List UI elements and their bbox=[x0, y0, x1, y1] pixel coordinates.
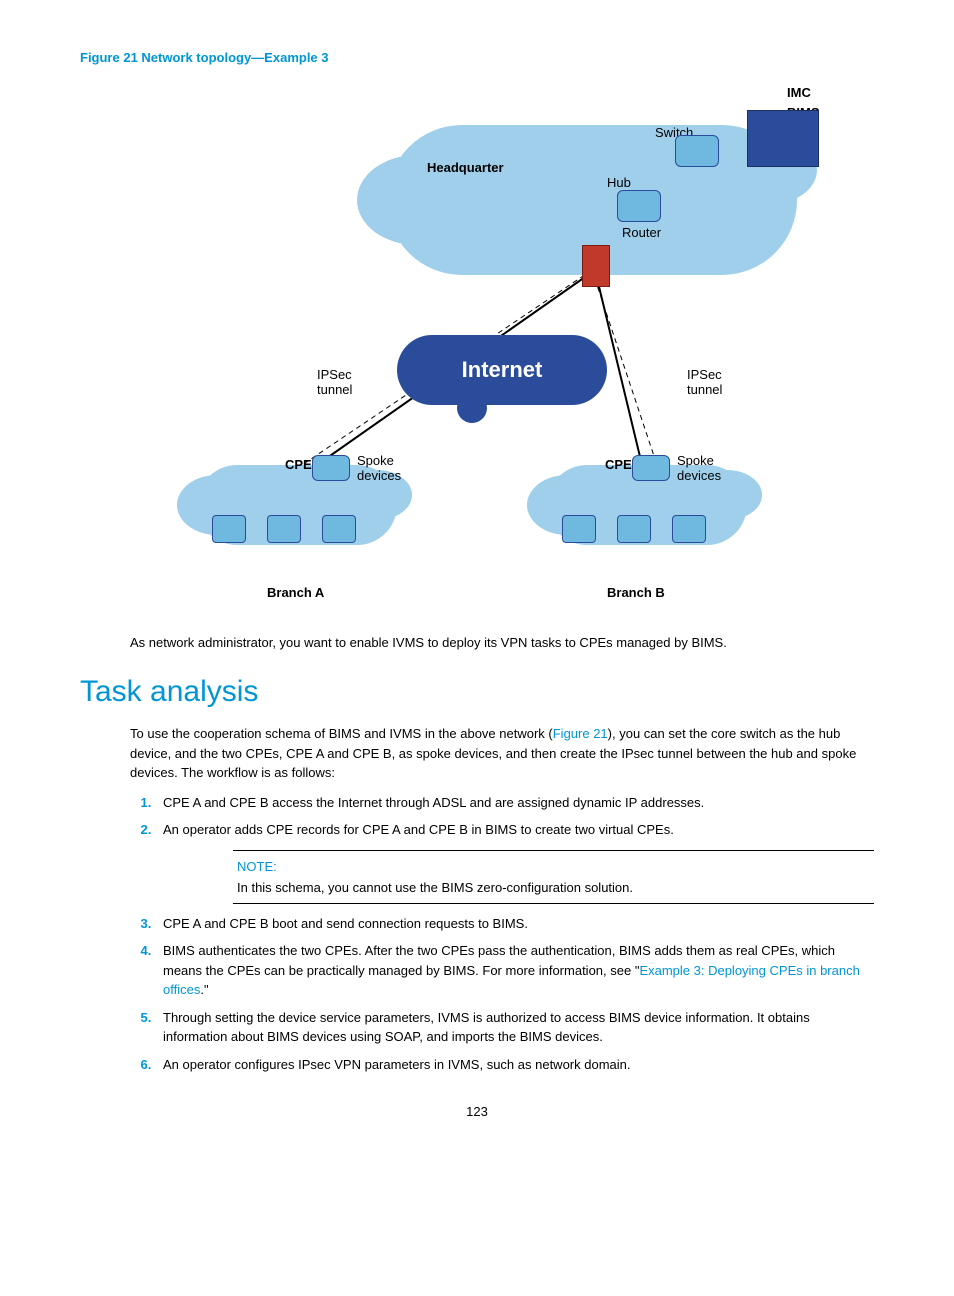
hq-label: Headquarter bbox=[427, 160, 504, 175]
cpe-a-label: CPE bbox=[285, 457, 312, 472]
router-label: Router bbox=[622, 225, 661, 240]
workflow-list: CPE A and CPE B access the Internet thro… bbox=[130, 793, 874, 1075]
workflow-step-5: Through setting the device service param… bbox=[155, 1008, 874, 1047]
ipsec-right-label: IPSec tunnel bbox=[687, 367, 737, 397]
step4-text-b: ." bbox=[200, 982, 208, 997]
endpoint-b3-icon bbox=[672, 515, 706, 543]
note-box: NOTE: In this schema, you cannot use the… bbox=[233, 850, 874, 904]
note-label: NOTE: bbox=[237, 859, 870, 874]
branch-b-label: Branch B bbox=[607, 585, 665, 600]
workflow-step-4: BIMS authenticates the two CPEs. After t… bbox=[155, 941, 874, 1000]
cpe-a-icon bbox=[312, 455, 350, 481]
hub-label: Hub bbox=[607, 175, 631, 190]
endpoint-b2-icon bbox=[617, 515, 651, 543]
spoke-b-label: Spoke devices bbox=[677, 453, 737, 483]
task-analysis-para: To use the cooperation schema of BIMS an… bbox=[130, 724, 874, 783]
firewall-icon bbox=[582, 245, 610, 287]
spoke-a-label: Spoke devices bbox=[357, 453, 417, 483]
switch-icon bbox=[675, 135, 719, 167]
figure-caption: Figure 21 Network topology—Example 3 bbox=[80, 50, 874, 65]
workflow-step-3: CPE A and CPE B boot and send connection… bbox=[155, 914, 874, 934]
figure-link[interactable]: Figure 21 bbox=[553, 726, 608, 741]
cpe-b-label: CPE bbox=[605, 457, 632, 472]
workflow-step-6: An operator configures IPsec VPN paramet… bbox=[155, 1055, 874, 1075]
ipsec-left-label: IPSec tunnel bbox=[317, 367, 367, 397]
endpoint-a2-icon bbox=[267, 515, 301, 543]
endpoint-b1-icon bbox=[562, 515, 596, 543]
network-diagram: Internet Headquarter Switch Hub Router I… bbox=[127, 85, 827, 615]
server-icon bbox=[747, 110, 819, 167]
workflow-step-2: An operator adds CPE records for CPE A a… bbox=[155, 820, 874, 840]
workflow-step-1: CPE A and CPE B access the Internet thro… bbox=[155, 793, 874, 813]
para-text-a: To use the cooperation schema of BIMS an… bbox=[130, 726, 553, 741]
endpoint-a3-icon bbox=[322, 515, 356, 543]
endpoint-a1-icon bbox=[212, 515, 246, 543]
note-text: In this schema, you cannot use the BIMS … bbox=[237, 880, 870, 895]
intro-text: As network administrator, you want to en… bbox=[130, 635, 874, 650]
cpe-b-icon bbox=[632, 455, 670, 481]
page-number: 123 bbox=[80, 1104, 874, 1119]
section-heading: Task analysis bbox=[80, 675, 874, 709]
hub-icon bbox=[617, 190, 661, 222]
imc-label: IMC bbox=[787, 85, 811, 100]
branch-a-label: Branch A bbox=[267, 585, 324, 600]
internet-bubble: Internet bbox=[397, 335, 607, 405]
